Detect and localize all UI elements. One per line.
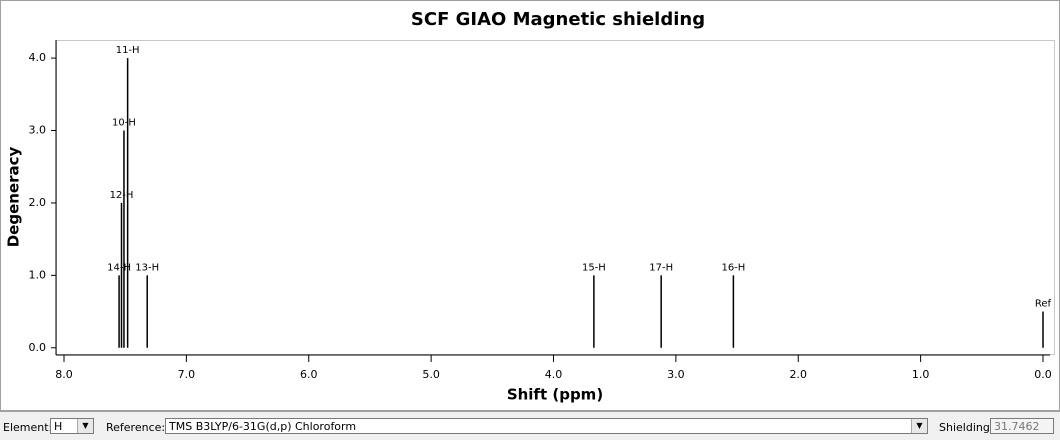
x-tick-label: 0.0	[1034, 368, 1052, 381]
x-axis-label: Shift (ppm)	[507, 386, 603, 404]
y-tick-label: 4.0	[29, 51, 47, 64]
peak-label: 13-H	[135, 262, 159, 273]
peak-label: 16-H	[721, 262, 745, 273]
shielding-field: 31.7462	[990, 418, 1054, 434]
y-tick-label: 2.0	[29, 196, 47, 209]
x-tick-label: 1.0	[912, 368, 930, 381]
peak-label: 11-H	[116, 45, 140, 56]
peak-label: 14-H	[107, 262, 131, 273]
peak-label: 12-H	[110, 190, 134, 201]
shielding-label: Shielding:	[939, 421, 994, 434]
x-tick-label: 7.0	[178, 368, 196, 381]
element-label: Element:	[3, 421, 53, 434]
x-tick-label: 2.0	[790, 368, 808, 381]
reference-value: TMS B3LYP/6-31G(d,p) Chloroform	[169, 420, 357, 433]
control-bar: Element: H ▼ Reference: TMS B3LYP/6-31G(d…	[0, 411, 1060, 440]
dropdown-arrow: ▼	[77, 419, 93, 433]
peak-label: Ref	[1035, 299, 1052, 310]
chart: SCF GIAO Magnetic shielding Degeneracy S…	[0, 0, 1060, 411]
y-tick-label: 3.0	[29, 124, 47, 137]
y-tick-label: 1.0	[29, 268, 47, 281]
peak-label: 15-H	[582, 262, 606, 273]
chart-frame	[0, 0, 1060, 411]
peak-label: 10-H	[112, 118, 136, 129]
reference-label: Reference:	[106, 421, 166, 434]
x-tick-label: 4.0	[545, 368, 563, 381]
peak-label: 17-H	[649, 262, 673, 273]
x-tick-label: 8.0	[55, 368, 73, 381]
x-tick-label: 6.0	[300, 368, 318, 381]
element-value: H	[54, 420, 63, 433]
element-select[interactable]: H ▼	[50, 418, 94, 434]
x-tick-label: 5.0	[422, 368, 440, 381]
chart-title: SCF GIAO Magnetic shielding	[411, 9, 705, 30]
shielding-value: 31.7462	[994, 420, 1040, 433]
y-axis-label: Degeneracy	[5, 146, 23, 247]
y-tick-label: 0.0	[29, 341, 47, 354]
x-tick-label: 3.0	[667, 368, 685, 381]
dropdown-arrow: ▼	[911, 419, 927, 433]
reference-select[interactable]: TMS B3LYP/6-31G(d,p) Chloroform ▼	[165, 418, 928, 434]
